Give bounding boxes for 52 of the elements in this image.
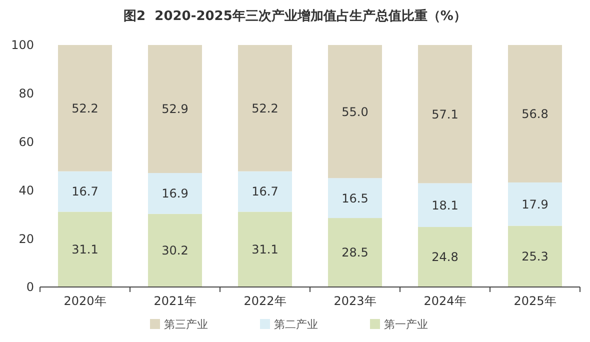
data-label: 25.3 [522, 250, 548, 264]
bar [328, 45, 382, 178]
y-tick-label: 0 [26, 280, 34, 294]
bar [58, 45, 112, 172]
bar [418, 45, 472, 184]
data-label: 16.7 [252, 184, 278, 199]
bar [418, 226, 472, 287]
data-label: 30.2 [162, 244, 188, 258]
x-tick-label: 2023年 [334, 294, 376, 308]
data-label: 16.9 [162, 186, 188, 201]
data-label: 31.1 [252, 242, 278, 257]
x-tick-label: 2021年 [154, 294, 196, 308]
bar [328, 178, 382, 218]
bar [148, 45, 202, 174]
bar [148, 214, 202, 287]
data-label: 52.2 [72, 101, 98, 116]
x-tick-label: 2020年 [64, 294, 106, 308]
x-tick-label: 2022年 [244, 294, 286, 308]
bar [508, 182, 562, 226]
data-label: 28.5 [342, 246, 368, 260]
bar [508, 45, 562, 182]
data-label: 16.7 [72, 184, 98, 199]
data-label: 55.0 [342, 104, 368, 119]
legend-label: 第三产业 [164, 318, 208, 331]
y-tick-label: 100 [11, 38, 34, 52]
legend-label: 第二产业 [274, 318, 318, 331]
data-label: 31.1 [72, 242, 98, 257]
data-label: 17.9 [522, 197, 548, 212]
bar [418, 183, 472, 227]
y-tick-label: 80 [18, 86, 34, 101]
y-tick-label: 40 [18, 183, 34, 198]
data-label: 52.9 [162, 102, 188, 116]
data-label: 52.2 [252, 101, 278, 116]
bar [148, 173, 202, 214]
data-label: 57.1 [432, 107, 458, 122]
bar [58, 212, 112, 287]
bar [328, 218, 382, 287]
bar [238, 171, 292, 212]
bar [508, 226, 562, 287]
data-label: 16.5 [342, 191, 368, 206]
data-label: 18.1 [432, 198, 458, 212]
data-label: 56.8 [522, 106, 548, 121]
x-tick-label: 2025年 [514, 294, 556, 308]
chart-title: 图2 2020-2025年三次产业增加值占生产总值比重（%） [124, 8, 466, 24]
bar [58, 171, 112, 212]
y-tick-label: 20 [18, 232, 34, 246]
x-tick-label: 2024年 [424, 294, 466, 308]
y-tick-label: 60 [18, 135, 34, 149]
legend-label: 第一产业 [384, 318, 428, 331]
bar [238, 212, 292, 287]
data-label: 24.8 [432, 250, 458, 264]
bar [238, 45, 292, 172]
